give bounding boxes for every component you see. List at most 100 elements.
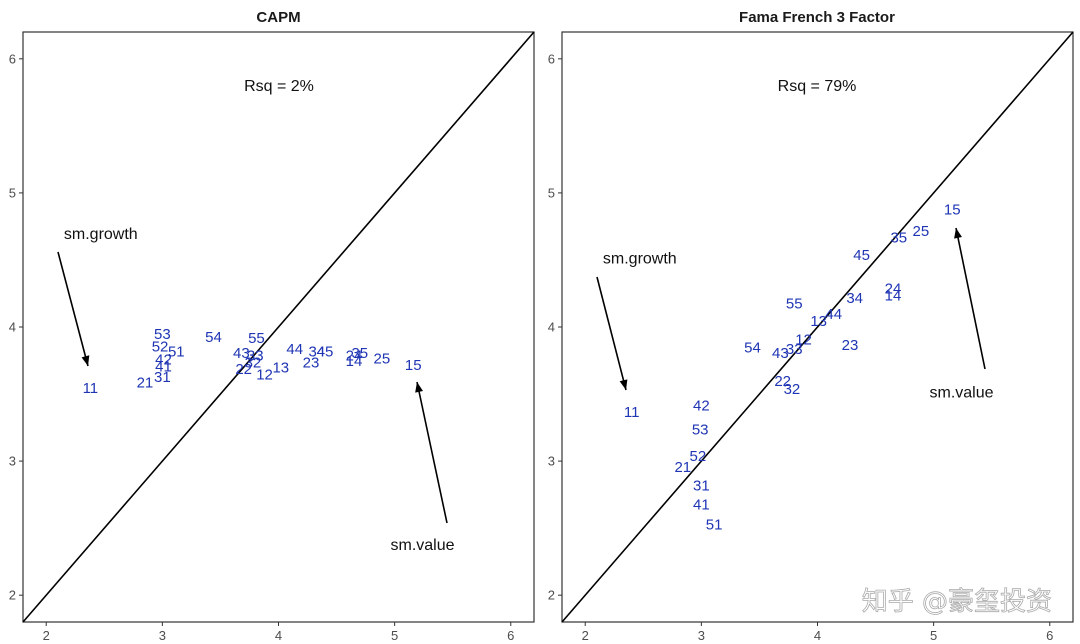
x-tick-label: 6 <box>1046 628 1053 643</box>
data-point-label: 53 <box>154 326 171 343</box>
data-point-label: 23 <box>842 337 859 354</box>
x-tick-label: 2 <box>582 628 589 643</box>
data-point-label: 33 <box>786 341 803 358</box>
data-point-label: 22 <box>235 361 252 378</box>
data-point-label: 23 <box>303 354 320 371</box>
x-axis-ff3: 2 3 4 5 6 <box>582 622 1053 643</box>
y-tick-label: 4 <box>548 320 555 335</box>
data-point-label: 14 <box>885 287 902 304</box>
data-point-label: 42 <box>155 352 172 369</box>
data-point-label: 53 <box>692 421 709 438</box>
data-point-label: 24 <box>885 281 902 298</box>
y-axis-ff3: 2 3 4 5 6 <box>548 51 562 603</box>
data-point-label: 45 <box>317 344 334 361</box>
annotation-arrow <box>57 251 89 367</box>
x-tick-label: 3 <box>159 628 166 643</box>
data-point-label: 12 <box>256 366 273 383</box>
panel-title-ff3: Fama French 3 Factor <box>739 9 895 26</box>
arrow-head <box>954 228 962 239</box>
rsq-label-ff3: Rsq = 79% <box>778 78 857 95</box>
x-tick-label: 5 <box>930 628 937 643</box>
data-point-label: 31 <box>693 478 710 495</box>
panel-title-capm: CAPM <box>256 9 300 26</box>
data-point-label: 54 <box>744 340 761 357</box>
data-point-label: 54 <box>205 329 222 346</box>
y-tick-label: 3 <box>548 454 555 469</box>
data-point-label: 44 <box>825 306 842 323</box>
annotation-arrow <box>596 276 627 391</box>
x-tick-label: 4 <box>275 628 282 643</box>
data-point-label: 32 <box>245 354 262 371</box>
data-point-label: 35 <box>351 345 368 362</box>
annotation-arrows-ff3 <box>596 227 986 391</box>
reference-45-line-ff3 <box>561 31 1074 623</box>
annotation-label: sm.growth <box>64 226 138 243</box>
y-axis-capm: 2 3 4 5 6 <box>9 51 23 603</box>
data-point-label: 25 <box>374 350 391 367</box>
annotations-capm: sm.growth sm.value <box>64 226 455 554</box>
data-point-label: 24 <box>346 348 363 365</box>
data-point-label: 15 <box>405 357 422 374</box>
data-point-label: 12 <box>795 332 812 349</box>
data-point-label: 31 <box>154 369 171 386</box>
data-point-label: 14 <box>346 353 363 370</box>
data-point-label: 45 <box>853 247 870 264</box>
data-point-label: 11 <box>83 380 99 397</box>
x-tick-label: 3 <box>698 628 705 643</box>
data-point-label: 35 <box>890 230 907 247</box>
annotation-arrow <box>955 227 986 370</box>
data-point-label: 32 <box>784 381 801 398</box>
x-axis-capm: 2 3 4 5 6 <box>43 622 514 643</box>
annotation-label: sm.growth <box>603 250 677 267</box>
data-point-label: 43 <box>772 345 789 362</box>
x-tick-label: 2 <box>43 628 50 643</box>
data-point-label: 13 <box>810 313 827 330</box>
data-point-label: 34 <box>846 290 863 307</box>
annotation-arrow <box>416 381 448 524</box>
arrow-head <box>81 355 90 366</box>
data-point-label: 43 <box>233 345 250 362</box>
data-point-label: 41 <box>155 358 172 375</box>
data-point-label: 42 <box>693 397 710 414</box>
data-point-label: 13 <box>272 360 289 377</box>
y-tick-label: 2 <box>9 588 16 603</box>
watermark: 知乎 @豪玺投资 <box>862 587 1052 617</box>
arrow-head <box>619 379 628 390</box>
y-tick-label: 3 <box>9 454 16 469</box>
arrow-head <box>415 382 423 393</box>
rsq-label-capm: Rsq = 2% <box>244 78 314 95</box>
data-point-label: 33 <box>247 348 264 365</box>
y-tick-label: 5 <box>548 185 555 200</box>
data-point-label: 21 <box>674 459 691 476</box>
annotation-label: sm.value <box>929 384 993 401</box>
annotation-label: sm.value <box>390 537 454 554</box>
y-tick-label: 4 <box>9 320 16 335</box>
y-tick-label: 2 <box>548 588 555 603</box>
data-point-label: 41 <box>693 497 710 514</box>
data-point-label: 51 <box>168 344 185 361</box>
data-point-label: 51 <box>706 517 723 534</box>
data-point-label: 52 <box>152 338 169 355</box>
annotation-arrows-capm <box>57 251 448 524</box>
data-point-label: 52 <box>690 448 707 465</box>
data-point-label: 34 <box>308 344 325 361</box>
data-point-label: 55 <box>248 330 265 347</box>
annotations-ff3: sm.growth sm.value <box>603 250 994 401</box>
x-tick-label: 4 <box>814 628 821 643</box>
data-point-label: 22 <box>774 373 791 390</box>
y-tick-label: 6 <box>9 51 16 66</box>
data-point-label: 44 <box>286 341 303 358</box>
data-point-label: 55 <box>786 295 803 312</box>
x-tick-label: 5 <box>391 628 398 643</box>
y-tick-label: 6 <box>548 51 555 66</box>
reference-45-line-capm <box>22 31 535 623</box>
data-point-label: 15 <box>944 202 961 219</box>
x-tick-label: 6 <box>507 628 514 643</box>
y-tick-label: 5 <box>9 185 16 200</box>
data-point-label: 11 <box>624 404 640 421</box>
